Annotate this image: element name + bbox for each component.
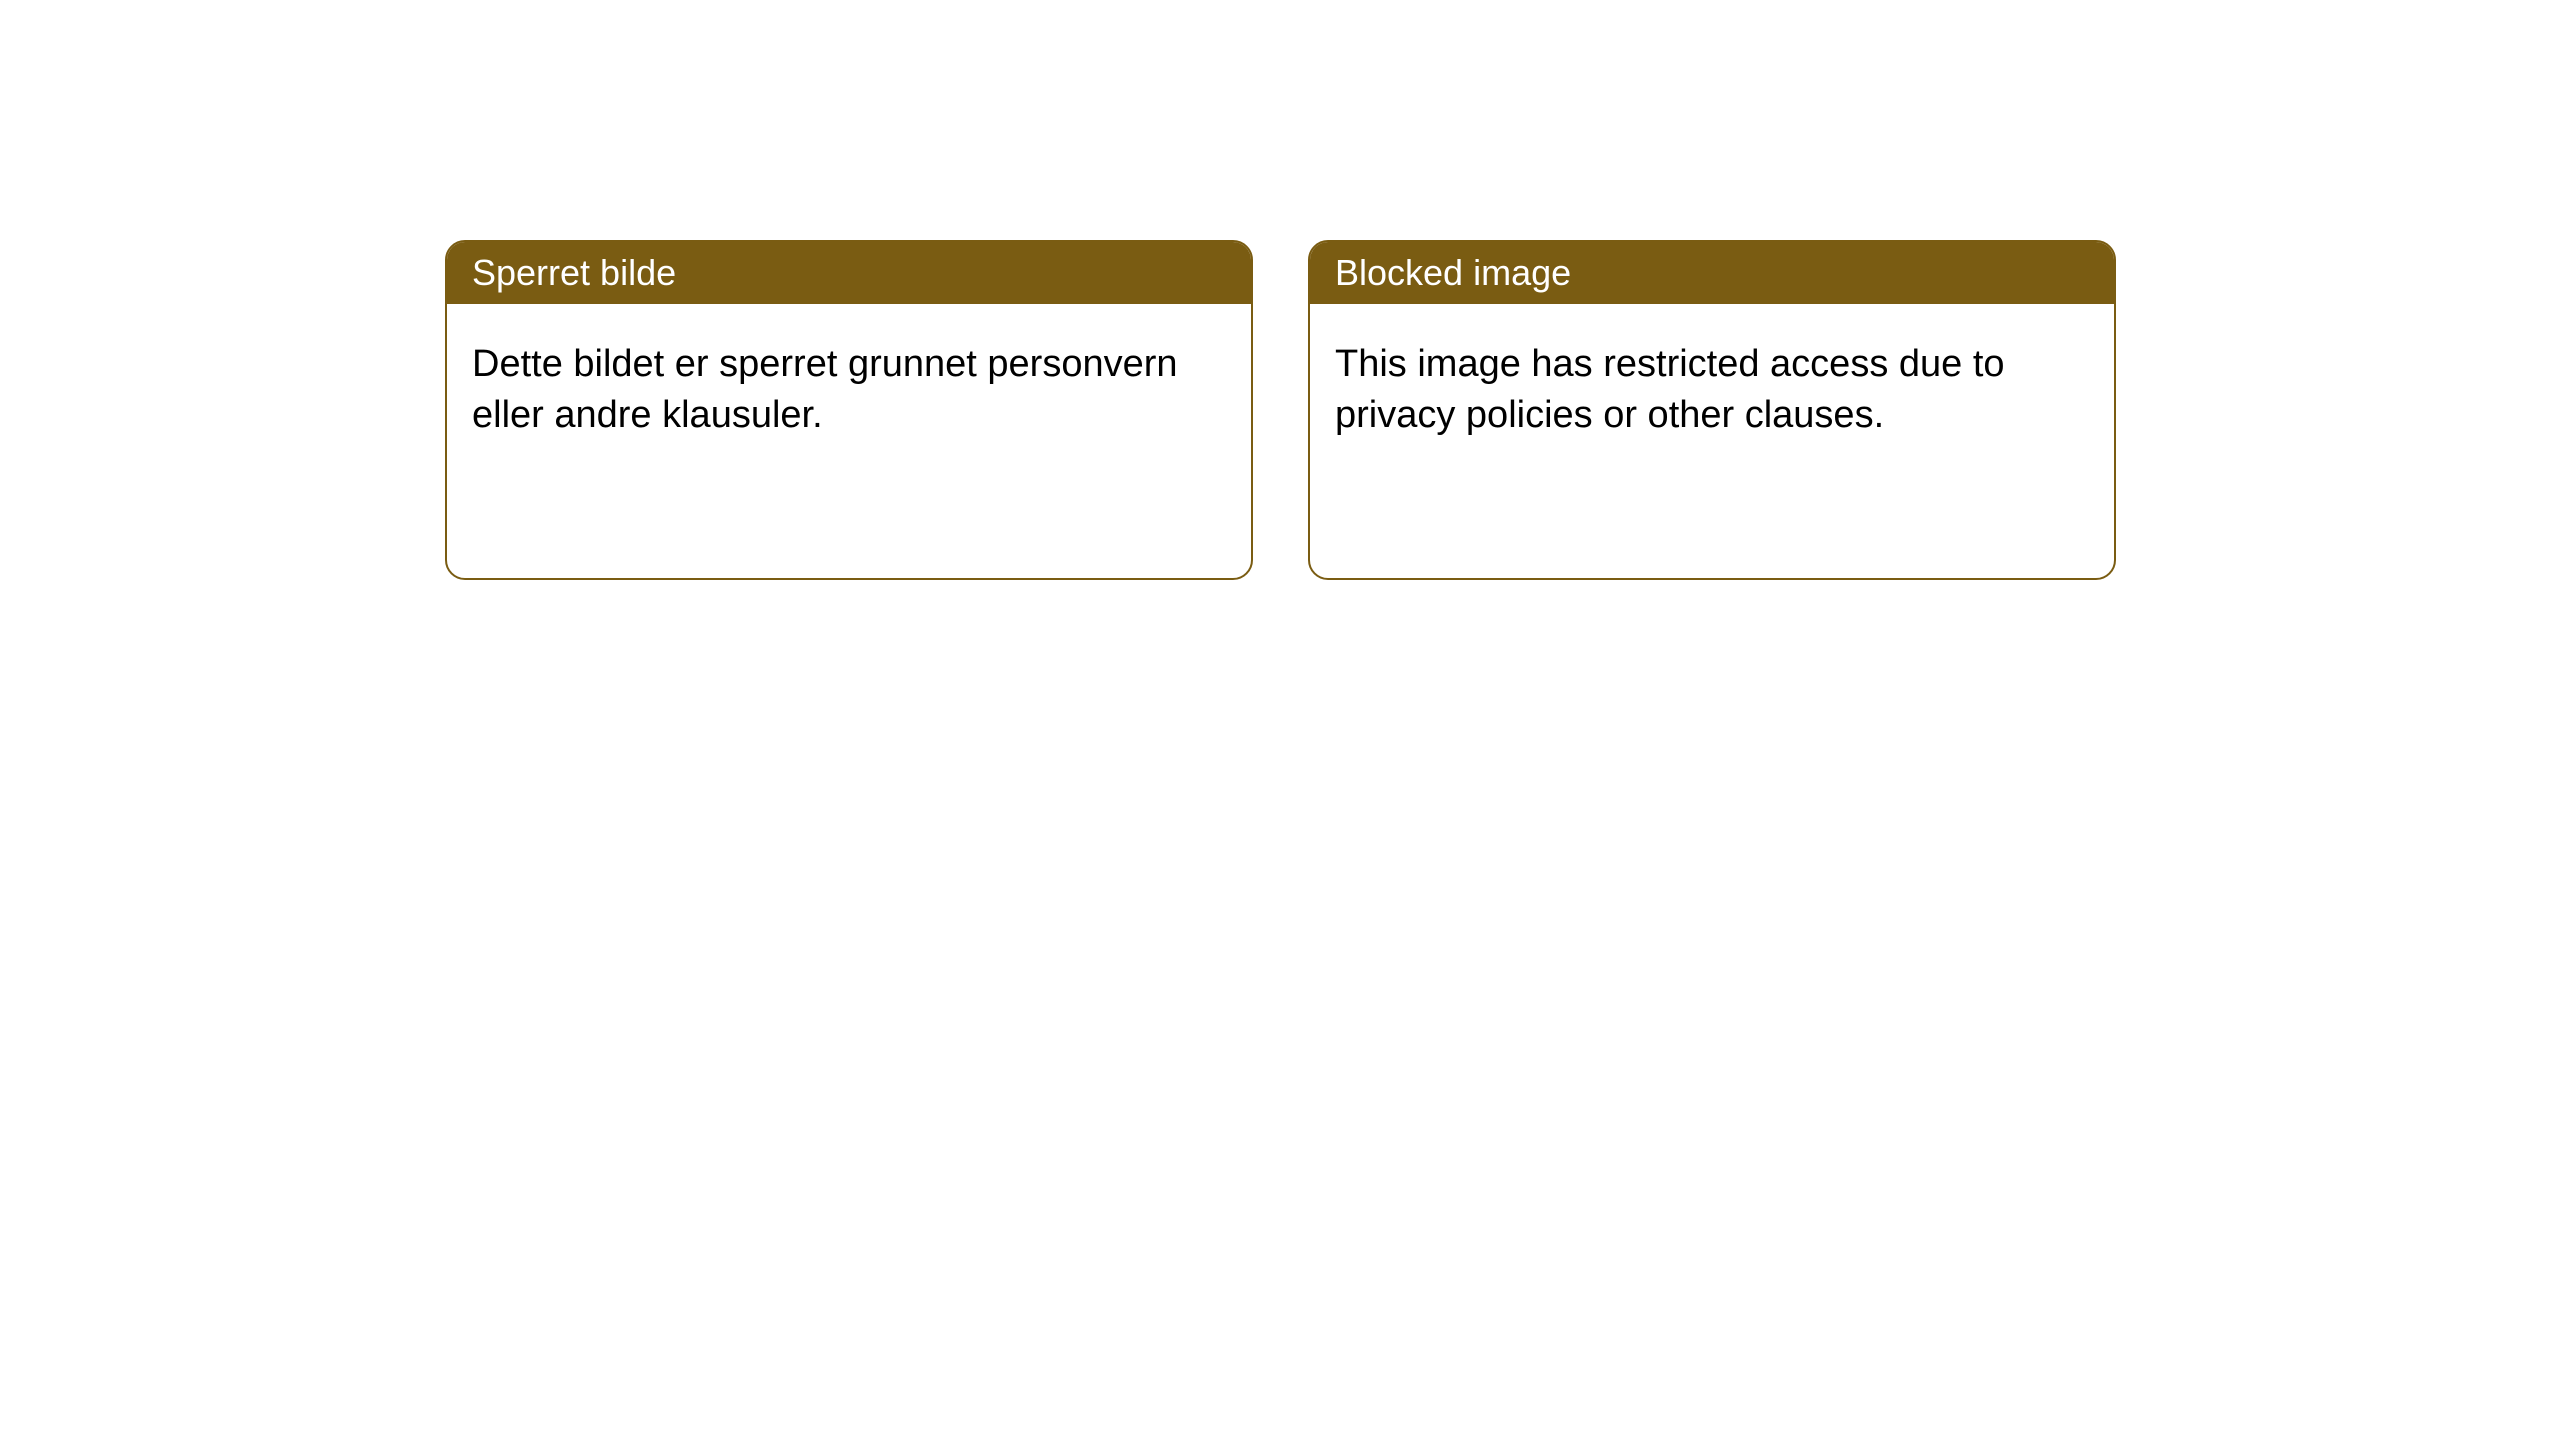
notice-card-norwegian: Sperret bilde Dette bildet er sperret gr… — [445, 240, 1253, 580]
card-body: This image has restricted access due to … — [1310, 304, 2114, 477]
card-header: Sperret bilde — [447, 242, 1251, 304]
card-body-text: This image has restricted access due to … — [1335, 343, 2005, 436]
card-title: Blocked image — [1335, 252, 1571, 293]
notice-card-english: Blocked image This image has restricted … — [1308, 240, 2116, 580]
cards-container: Sperret bilde Dette bildet er sperret gr… — [445, 240, 2116, 580]
card-title: Sperret bilde — [472, 252, 676, 293]
card-body-text: Dette bildet er sperret grunnet personve… — [472, 343, 1178, 436]
card-body: Dette bildet er sperret grunnet personve… — [447, 304, 1251, 477]
card-header: Blocked image — [1310, 242, 2114, 304]
